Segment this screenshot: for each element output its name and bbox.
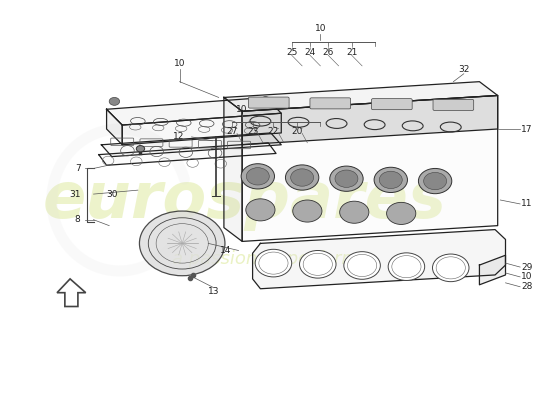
Text: 32: 32 (458, 65, 470, 74)
Text: 23: 23 (247, 127, 258, 136)
Text: 26: 26 (322, 48, 334, 56)
Text: 21: 21 (346, 48, 358, 56)
Circle shape (344, 252, 381, 279)
Polygon shape (252, 230, 505, 289)
Text: eurospares: eurospares (43, 169, 447, 231)
FancyBboxPatch shape (371, 99, 412, 110)
Text: 22: 22 (268, 127, 279, 136)
Circle shape (260, 97, 271, 104)
Text: 10: 10 (174, 60, 185, 68)
Text: 10: 10 (521, 272, 532, 282)
Text: 10: 10 (236, 105, 248, 114)
Text: 25: 25 (286, 48, 298, 56)
Polygon shape (122, 113, 281, 145)
Text: 12: 12 (173, 132, 185, 141)
Polygon shape (101, 133, 281, 157)
Circle shape (241, 164, 274, 189)
Polygon shape (242, 96, 498, 242)
Text: 30: 30 (107, 190, 118, 198)
Text: 7: 7 (75, 164, 80, 173)
Circle shape (136, 146, 145, 152)
Circle shape (432, 254, 469, 282)
Text: 27: 27 (226, 127, 238, 136)
Text: 10: 10 (315, 24, 326, 33)
Text: 28: 28 (521, 282, 532, 291)
Circle shape (140, 211, 225, 276)
Circle shape (290, 169, 314, 186)
Circle shape (419, 168, 452, 194)
Text: 13: 13 (208, 287, 219, 296)
FancyBboxPatch shape (249, 97, 289, 108)
FancyBboxPatch shape (310, 98, 351, 109)
Circle shape (340, 201, 369, 223)
Polygon shape (99, 143, 276, 165)
Circle shape (300, 250, 336, 278)
Circle shape (255, 249, 292, 277)
Polygon shape (224, 98, 242, 242)
Circle shape (330, 166, 363, 191)
Text: 8: 8 (75, 215, 80, 224)
Circle shape (246, 168, 270, 185)
Circle shape (335, 170, 358, 187)
Circle shape (388, 253, 425, 280)
Text: 31: 31 (69, 190, 80, 198)
Text: 20: 20 (292, 127, 302, 136)
Text: 29: 29 (521, 262, 532, 272)
Text: a passion to perform: a passion to perform (172, 250, 359, 268)
Polygon shape (107, 109, 122, 145)
Circle shape (246, 199, 275, 221)
Text: 14: 14 (221, 246, 232, 255)
Polygon shape (107, 98, 281, 125)
Text: 11: 11 (521, 200, 532, 208)
Circle shape (293, 200, 322, 222)
Circle shape (387, 202, 416, 224)
Circle shape (109, 98, 119, 105)
Circle shape (374, 167, 408, 192)
Text: 17: 17 (521, 124, 532, 134)
Polygon shape (480, 255, 505, 285)
Text: 24: 24 (304, 48, 316, 56)
Polygon shape (242, 96, 498, 145)
Polygon shape (224, 82, 498, 111)
Circle shape (285, 165, 319, 190)
FancyBboxPatch shape (433, 100, 474, 110)
Circle shape (379, 171, 402, 188)
Circle shape (424, 172, 447, 190)
